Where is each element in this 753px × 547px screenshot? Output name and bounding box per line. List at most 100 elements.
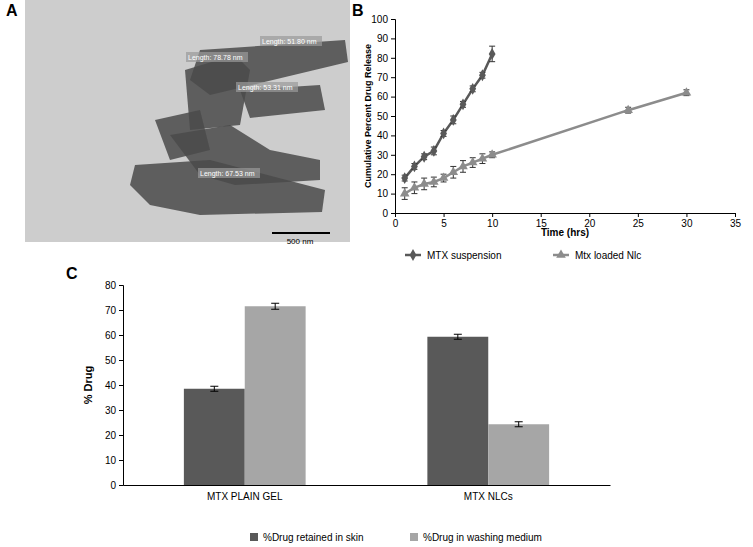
marker [440, 128, 447, 140]
error-bar-stem [275, 303, 276, 309]
marker [401, 172, 408, 184]
tick-label: 60 [377, 91, 389, 102]
tick-mark [391, 38, 395, 39]
tick-label: 20 [377, 169, 389, 180]
marker [419, 178, 429, 186]
x-axis-title: Time (hrs) [541, 227, 589, 238]
y-axis: 01020304050607080 [105, 280, 124, 491]
error-bar-cap [460, 172, 466, 173]
tick: 40 [377, 130, 395, 141]
annotation-box [186, 52, 248, 62]
tick-mark [391, 174, 395, 175]
tick: 60 [377, 91, 395, 102]
tick-label: 80 [105, 280, 117, 291]
tick: 30 [105, 405, 123, 416]
tick-mark [391, 213, 395, 214]
tick: 0 [393, 213, 399, 229]
figure: Length: 51.80 nm Length: 78.78 nm Length: … [0, 0, 753, 547]
legend-label: %Drug in washing medium [423, 532, 542, 543]
legend-item: MTX suspension [405, 249, 501, 261]
panel-label: B [352, 2, 364, 19]
marker [469, 83, 476, 95]
tick-label: 30 [377, 150, 389, 161]
tick-mark [444, 213, 445, 217]
plot-area [184, 303, 549, 485]
x-axis: MTX PLAIN GEL MTX NLCs [124, 485, 611, 502]
tick-mark [391, 135, 395, 136]
bar [488, 424, 549, 485]
annotation: Length: 78.78 nm [188, 54, 243, 62]
tick: 30 [681, 213, 693, 229]
tick-mark [589, 213, 590, 217]
tick-label: 0 [393, 218, 399, 229]
tick-label: 10 [377, 188, 389, 199]
tick-label: 50 [377, 111, 389, 122]
tick: 10 [105, 455, 123, 466]
error-bar [489, 46, 495, 62]
legend-swatch [250, 533, 258, 541]
tick-label: MTX NLCs [464, 491, 513, 502]
tick: 10 [487, 213, 499, 229]
tick-label: 30 [105, 405, 117, 416]
tick-mark [119, 435, 123, 436]
annotation: Length: 67.53 nm [200, 170, 255, 178]
tick-label: 35 [730, 218, 742, 229]
tick-mark [391, 194, 395, 195]
tick: 25 [633, 213, 645, 229]
tick-mark [492, 213, 493, 217]
panel-label: C [66, 265, 78, 282]
error-bar-cap [210, 391, 218, 392]
tick-mark [638, 213, 639, 217]
tick-label: 100 [371, 14, 388, 25]
marker [682, 87, 692, 95]
tick-mark [119, 385, 123, 386]
legend-marker [410, 249, 417, 261]
error-bar-cap [470, 167, 476, 168]
tick-label: 10 [105, 455, 117, 466]
tick: 50 [105, 355, 123, 366]
plot-area [400, 46, 691, 199]
tick: 0 [110, 480, 123, 491]
error-bar-cap [454, 339, 462, 340]
tick-mark [119, 410, 123, 411]
annotation: Length: 53.31 nm [238, 84, 293, 92]
tick-label: 20 [105, 430, 117, 441]
legend-swatch [410, 533, 418, 541]
series-line [405, 54, 492, 178]
annotation: Length: 51.80 nm [262, 38, 317, 46]
annotation: 500 nm [287, 237, 314, 246]
tick-mark [391, 155, 395, 156]
tick-mark [541, 213, 542, 217]
tick-label: 0 [382, 208, 388, 219]
axis-line [391, 20, 396, 214]
error-bar [454, 334, 462, 339]
marker [448, 167, 458, 175]
marker [468, 157, 478, 165]
error-bar-cap [441, 181, 447, 182]
legend-marker [556, 249, 566, 257]
tick: 10 [377, 188, 395, 199]
y-axis: 0102030405060708090100 [371, 14, 395, 219]
tick: 80 [377, 53, 395, 64]
marker [450, 114, 457, 126]
error-bar-cap [421, 189, 427, 190]
tick: 30 [377, 150, 395, 161]
tick-label: MTX PLAIN GEL [207, 491, 283, 502]
bar [184, 389, 245, 485]
tick: 35 [730, 213, 742, 229]
error-bar-cap [210, 386, 218, 387]
micrograph [25, 0, 350, 242]
marker [429, 176, 439, 184]
tick-mark [119, 310, 123, 311]
tick: 0 [382, 208, 395, 219]
error-bar-cap [450, 178, 456, 179]
marker [421, 151, 428, 163]
error-bar-cap [411, 193, 417, 194]
marker [460, 98, 467, 110]
tick-mark [119, 460, 123, 461]
marker [400, 188, 410, 196]
marker [439, 173, 449, 181]
tick: 90 [377, 33, 395, 44]
legend-label: Mtx loaded Nlc [575, 250, 641, 261]
tick-label: 90 [377, 33, 389, 44]
